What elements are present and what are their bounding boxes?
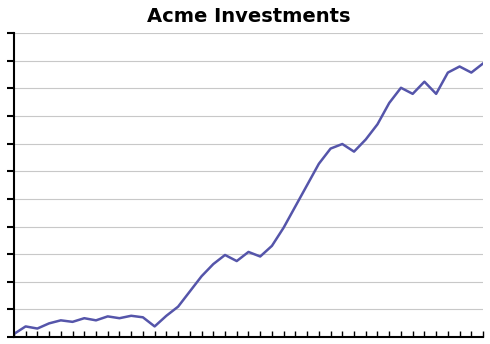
Title: Acme Investments: Acme Investments	[147, 7, 350, 26]
